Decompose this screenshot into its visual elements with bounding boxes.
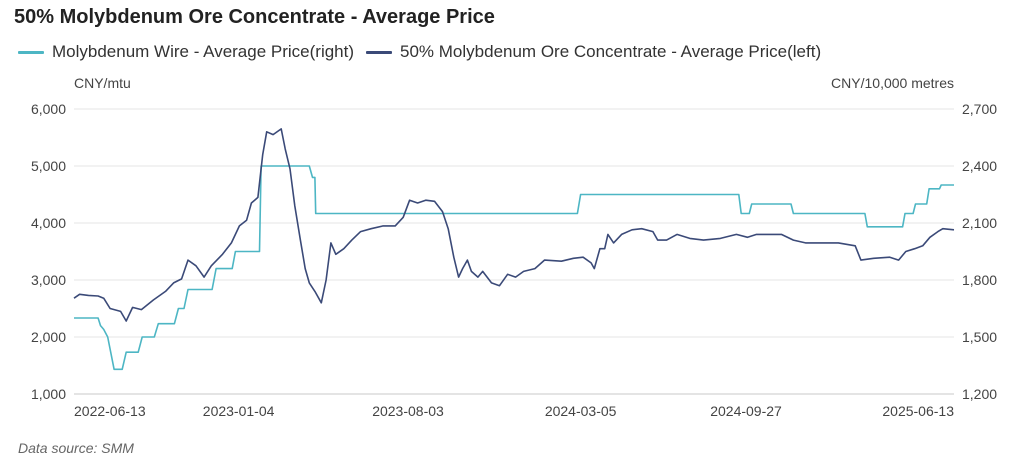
x-tick-label: 2024-09-27	[710, 403, 782, 419]
right-axis-unit: CNY/10,000 metres	[831, 75, 954, 91]
chart-legend: Molybdenum Wire - Average Price(right) 5…	[18, 40, 833, 64]
x-tick-label: 2025-06-13	[882, 403, 954, 419]
right-tick-label: 1,500	[962, 329, 997, 345]
left-tick-label: 3,000	[31, 272, 66, 288]
data-source: Data source: SMM	[18, 440, 134, 456]
x-tick-label: 2023-01-04	[203, 403, 275, 419]
left-axis-unit: CNY/mtu	[74, 75, 131, 91]
left-tick-label: 2,000	[31, 329, 66, 345]
x-tick-label: 2024-03-05	[545, 403, 617, 419]
right-tick-label: 2,700	[962, 101, 997, 117]
right-tick-label: 2,400	[962, 158, 997, 174]
series-line-molybdenum-wire	[74, 165, 954, 371]
legend-item-wire[interactable]: Molybdenum Wire - Average Price(right)	[18, 42, 354, 62]
left-tick-label: 1,000	[31, 386, 66, 402]
right-tick-label: 1,200	[962, 386, 997, 402]
x-tick-label: 2023-08-03	[372, 403, 444, 419]
chart-title: 50% Molybdenum Ore Concentrate - Average…	[14, 6, 495, 28]
left-tick-label: 4,000	[31, 215, 66, 231]
left-tick-label: 5,000	[31, 158, 66, 174]
x-tick-label: 2022-06-13	[74, 403, 146, 419]
series-line-ore-concentrate	[73, 128, 955, 322]
legend-label-wire: Molybdenum Wire - Average Price(right)	[52, 42, 355, 61]
right-tick-label: 1,800	[962, 272, 997, 288]
legend-label-concentrate: 50% Molybdenum Ore Concentrate - Average…	[400, 42, 822, 61]
legend-swatch-concentrate	[366, 50, 393, 54]
legend-swatch-wire	[18, 50, 44, 54]
right-tick-label: 2,100	[962, 215, 997, 231]
left-tick-label: 6,000	[31, 101, 66, 117]
legend-item-concentrate[interactable]: 50% Molybdenum Ore Concentrate - Average…	[366, 42, 821, 62]
